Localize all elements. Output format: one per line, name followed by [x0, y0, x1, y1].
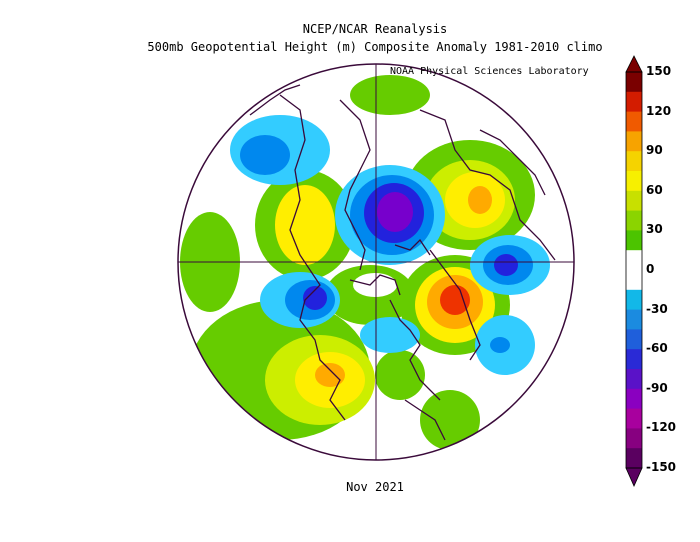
colorbar-segment [626, 329, 642, 350]
colorbar-segment [626, 91, 642, 113]
colorbar-segment [626, 210, 642, 231]
colorbar-segment [626, 349, 642, 370]
credit-label: NOAA Physical Sciences Laboratory [390, 66, 589, 77]
anomaly-region-lightblue-s [360, 317, 420, 353]
anomaly-region-green-s [375, 350, 425, 400]
colorbar-bottom-arrow [625, 467, 643, 487]
colorbar-tick-label: -150 [646, 460, 677, 474]
colorbar-segment [626, 131, 642, 152]
colorbar-segment [626, 270, 642, 291]
colorbar-segment [626, 448, 642, 469]
map-title: NCEP/NCAR Reanalysis [302, 22, 448, 36]
colorbar-segment [626, 428, 642, 449]
map-subtitle: 500mb Geopotential Height (m) Composite … [147, 40, 603, 54]
coastlines [249, 84, 556, 441]
anomaly-region-darkblue-e [494, 254, 518, 276]
colorbar-segment [626, 388, 642, 410]
colorbar-tick-label: 30 [646, 222, 663, 237]
colorbar-tick-label: -60 [646, 341, 668, 356]
colorbar-tick-label: 150 [646, 64, 672, 78]
colorbar-top-arrow [625, 55, 643, 73]
colorbar-frame [625, 71, 643, 469]
anomaly-region-darkblue-w [303, 286, 327, 310]
anomaly-region-purple-pole [377, 192, 413, 232]
colorbar-segment [626, 151, 642, 172]
anomaly-region-red-e [440, 285, 470, 315]
map-boundary [177, 63, 575, 461]
colorbar-segment [626, 408, 642, 429]
colorbar-tick-label: 60 [646, 182, 663, 197]
colorbar-segment [626, 250, 642, 271]
anomaly-region-blue-top [240, 135, 290, 175]
colorbar-segment [626, 230, 642, 251]
colorbar-tick-label: 90 [646, 143, 663, 158]
date-caption: Nov 2021 [346, 480, 404, 494]
colorbar-segment [626, 190, 642, 212]
colorbar-segment [626, 369, 642, 390]
colorbar-segment [626, 171, 642, 192]
colorbar-tick-label: 0 [646, 262, 655, 276]
colorbar-tick-label: 120 [646, 103, 672, 118]
anomaly-region-orange-sw [315, 363, 345, 387]
anomaly-region-white-center [353, 273, 397, 297]
colorbar-segment [626, 289, 642, 311]
anomaly-field [178, 64, 574, 460]
colorbar-tick-label: -90 [646, 380, 668, 395]
colorbar-segment [626, 111, 642, 132]
anomaly-region-yellow-nw [275, 185, 335, 265]
colorbar-tick-label: -120 [646, 420, 677, 435]
colorbar-tick-label: -30 [646, 301, 668, 316]
colorbar-segment [626, 309, 642, 330]
anomaly-region-green-se [420, 390, 480, 450]
anomaly-region-orange-ne [468, 186, 492, 214]
colorbar-segments [626, 72, 642, 469]
anomaly-region-green-top [350, 75, 430, 115]
anomaly-region-blue-se [490, 337, 510, 353]
colorbar-segment [626, 72, 642, 93]
